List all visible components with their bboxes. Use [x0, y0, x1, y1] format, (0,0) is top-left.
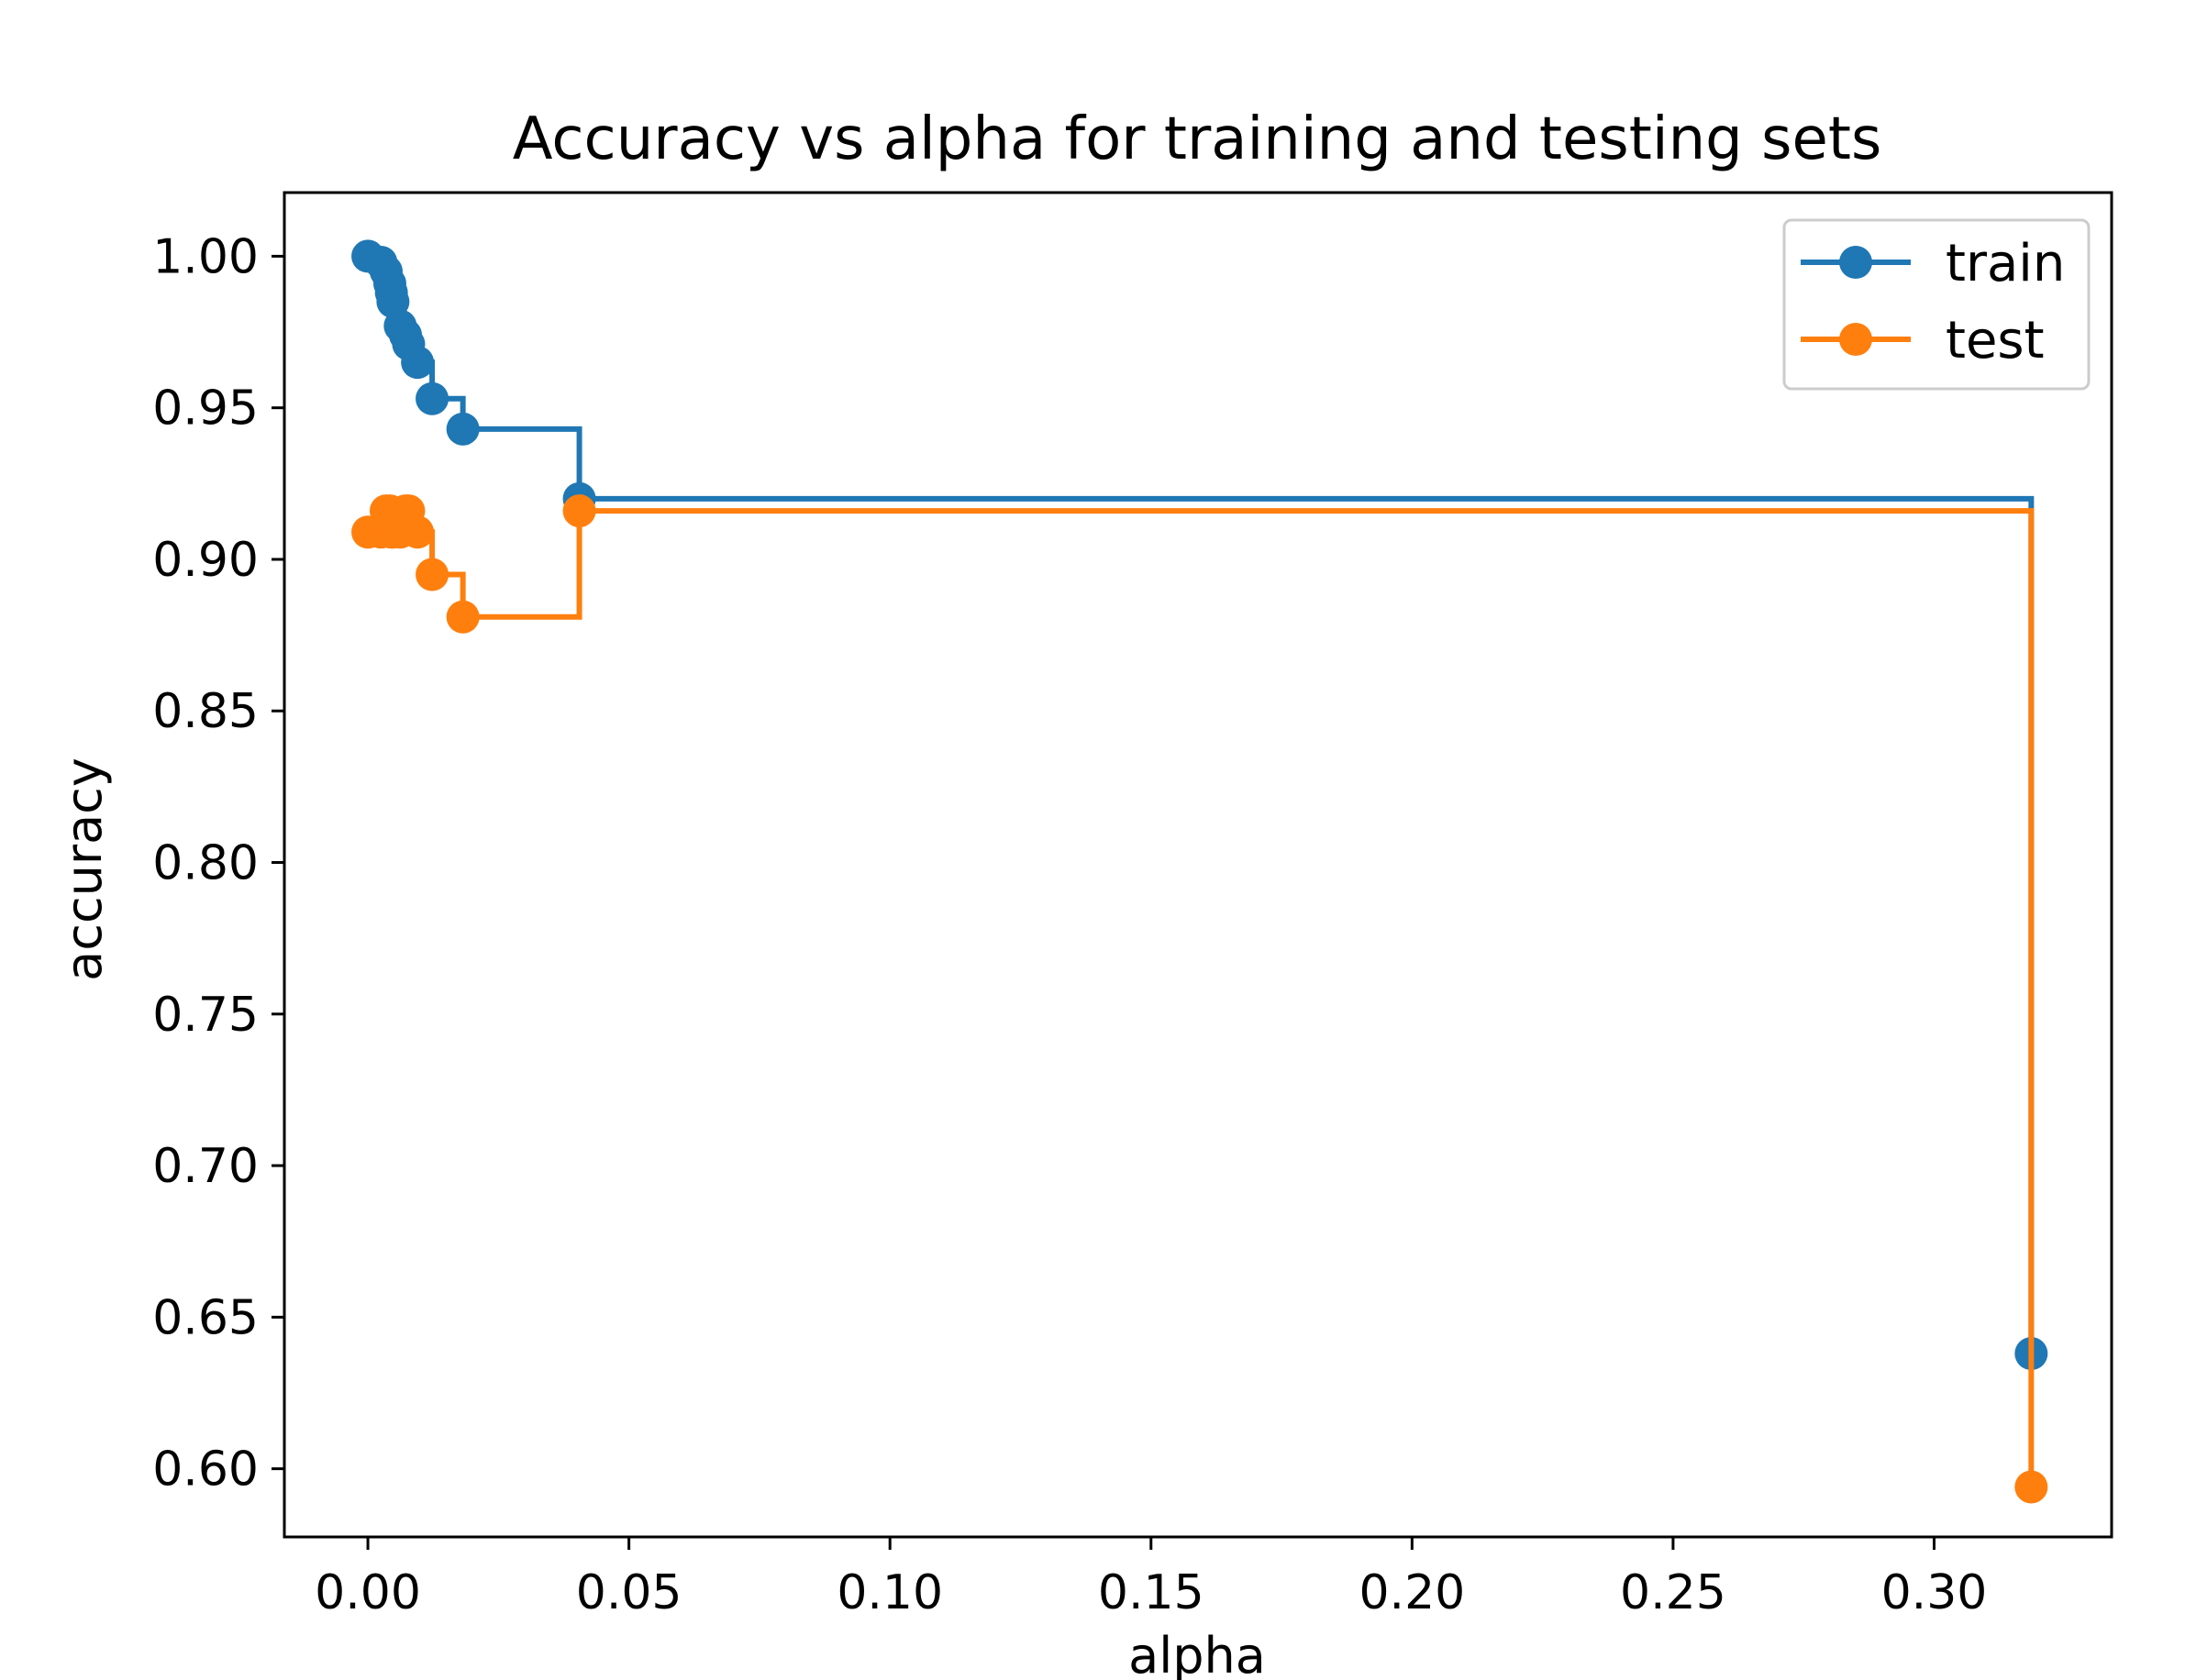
x-tick-label: 0.05: [576, 1565, 682, 1620]
data-point-train: [446, 412, 480, 446]
y-tick-label: 0.75: [152, 988, 259, 1043]
legend-label-test: test: [1946, 311, 2045, 370]
y-tick-label: 0.95: [152, 381, 259, 437]
x-tick-label: 0.15: [1098, 1565, 1204, 1620]
data-point-test: [562, 494, 596, 528]
data-point-test: [401, 515, 435, 549]
x-axis: 0.00 0.05 0.10 0.15 0.20 0.25 0.30: [315, 1537, 1987, 1620]
y-tick-label: 0.70: [152, 1139, 259, 1194]
y-tick-label: 0.60: [152, 1442, 259, 1498]
data-point-test: [2014, 1470, 2048, 1504]
x-tick-label: 0.20: [1359, 1565, 1465, 1620]
y-tick-label: 0.90: [152, 533, 259, 588]
y-axis-label: accuracy: [55, 757, 113, 981]
y-tick-label: 1.00: [152, 229, 259, 284]
y-axis: 0.60 0.65 0.70 0.75 0.80 0.85 0.90 0.95 1.00: [152, 229, 284, 1498]
y-tick-label: 0.80: [152, 836, 259, 891]
legend-marker-train: [1839, 246, 1872, 279]
y-tick-label: 0.65: [152, 1290, 259, 1345]
data-point-train: [401, 346, 435, 380]
x-tick-label: 0.10: [837, 1565, 943, 1620]
x-axis-label: alpha: [1128, 1627, 1266, 1680]
plot-frame: [283, 191, 2113, 1539]
plot-area: [351, 239, 2048, 1504]
data-point-train: [416, 381, 449, 415]
y-tick-label: 0.85: [152, 684, 259, 739]
legend-label-train: train: [1946, 234, 2065, 293]
x-tick-label: 0.30: [1881, 1565, 1988, 1620]
data-point-test: [416, 558, 449, 591]
x-tick-label: 0.25: [1620, 1565, 1726, 1620]
data-point-test: [446, 600, 480, 634]
legend-marker-test: [1839, 323, 1872, 356]
x-tick-label: 0.00: [315, 1565, 421, 1620]
legend: train test: [1782, 218, 2091, 391]
chart-title: Accuracy vs alpha for training and testi…: [513, 105, 1882, 173]
